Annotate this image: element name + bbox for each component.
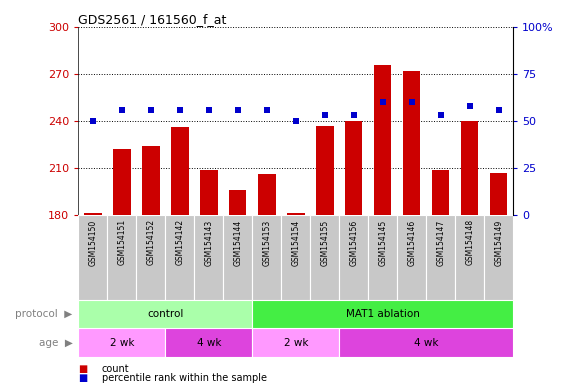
- Text: GSM154143: GSM154143: [204, 219, 213, 265]
- Bar: [200, 170, 218, 215]
- Bar: [426, 215, 455, 300]
- Text: GSM154148: GSM154148: [465, 219, 474, 265]
- Bar: [113, 149, 130, 215]
- Bar: [345, 121, 362, 215]
- Bar: [229, 190, 246, 215]
- Bar: [316, 126, 334, 215]
- Bar: [339, 328, 513, 357]
- Text: ■: ■: [78, 373, 88, 383]
- Bar: [223, 215, 252, 300]
- Bar: [107, 215, 136, 300]
- Bar: [142, 146, 160, 215]
- Bar: [258, 174, 276, 215]
- Bar: [339, 215, 368, 300]
- Text: GSM154155: GSM154155: [320, 219, 329, 265]
- Text: count: count: [102, 364, 129, 374]
- Text: MAT1 ablation: MAT1 ablation: [346, 309, 420, 319]
- Text: GSM154150: GSM154150: [88, 219, 97, 265]
- Text: 2 wk: 2 wk: [110, 338, 134, 348]
- Bar: [310, 215, 339, 300]
- Text: GSM154152: GSM154152: [146, 219, 155, 265]
- Text: GSM154156: GSM154156: [349, 219, 358, 265]
- Text: protocol  ▶: protocol ▶: [15, 309, 72, 319]
- Text: control: control: [147, 309, 183, 319]
- Text: 2 wk: 2 wk: [284, 338, 308, 348]
- Bar: [78, 328, 165, 357]
- Bar: [252, 300, 513, 328]
- Bar: [461, 121, 478, 215]
- Bar: [490, 173, 508, 215]
- Text: GSM154151: GSM154151: [117, 219, 126, 265]
- Text: 4 wk: 4 wk: [197, 338, 221, 348]
- Text: ■: ■: [78, 364, 88, 374]
- Bar: [368, 215, 397, 300]
- Bar: [165, 328, 252, 357]
- Text: GSM154149: GSM154149: [494, 219, 503, 265]
- Bar: [287, 214, 305, 215]
- Bar: [252, 215, 281, 300]
- Bar: [397, 215, 426, 300]
- Text: GSM154154: GSM154154: [291, 219, 300, 265]
- Text: age  ▶: age ▶: [39, 338, 72, 348]
- Text: 4 wk: 4 wk: [414, 338, 438, 348]
- Bar: [374, 65, 392, 215]
- Text: percentile rank within the sample: percentile rank within the sample: [102, 373, 266, 383]
- Bar: [281, 215, 310, 300]
- Text: GSM154153: GSM154153: [262, 219, 271, 265]
- Bar: [84, 214, 102, 215]
- Bar: [455, 215, 484, 300]
- Bar: [484, 215, 513, 300]
- Text: GSM154142: GSM154142: [175, 219, 184, 265]
- Bar: [194, 215, 223, 300]
- Text: GSM154145: GSM154145: [378, 219, 387, 265]
- Bar: [432, 170, 450, 215]
- Text: GSM154146: GSM154146: [407, 219, 416, 265]
- Bar: [252, 328, 339, 357]
- Bar: [78, 215, 107, 300]
- Bar: [78, 300, 252, 328]
- Bar: [171, 127, 188, 215]
- Bar: [403, 71, 420, 215]
- Text: GDS2561 / 161560_f_at: GDS2561 / 161560_f_at: [78, 13, 227, 26]
- Text: GSM154147: GSM154147: [436, 219, 445, 265]
- Bar: [165, 215, 194, 300]
- Bar: [136, 215, 165, 300]
- Text: GSM154144: GSM154144: [233, 219, 242, 265]
